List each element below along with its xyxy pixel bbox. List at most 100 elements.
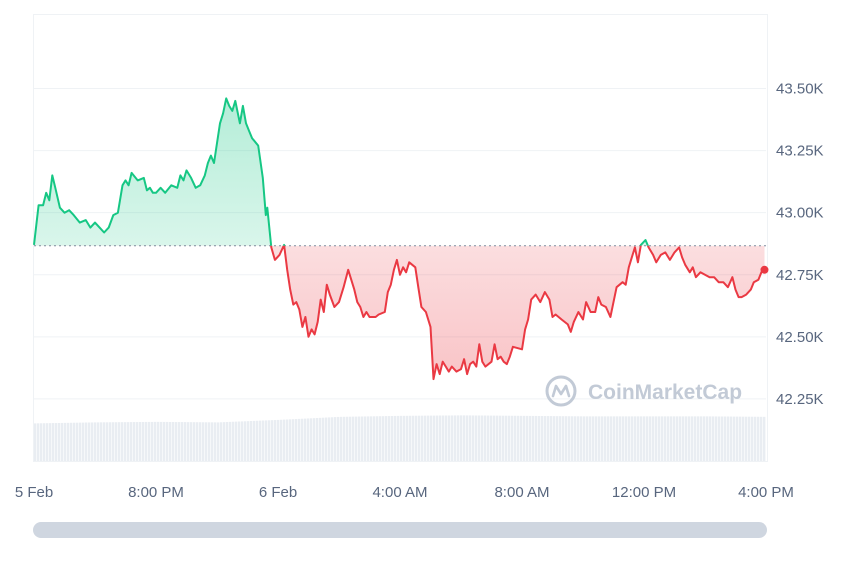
volume-bar [685, 416, 688, 461]
volume-bar [142, 421, 145, 461]
volume-bar [733, 416, 736, 461]
y-axis: 43.50K 43.25K 43.00K 42.75K 42.50K 42.25K [776, 81, 824, 408]
volume-bar [541, 416, 544, 461]
volume-bar [517, 415, 520, 461]
volume-bar [409, 415, 412, 461]
volume-bar [487, 415, 490, 461]
volume-bar [226, 422, 229, 461]
volume-bar [760, 416, 763, 461]
volume-bar [634, 416, 637, 461]
volume-bar [271, 420, 274, 461]
volume-bar [49, 423, 52, 461]
volume-bar [67, 422, 70, 461]
volume-bar [43, 423, 46, 461]
volume-bar [85, 422, 88, 461]
volume-bar [466, 415, 469, 461]
last-price-point[interactable] [760, 265, 769, 274]
volume-bar [370, 416, 373, 461]
volume-bar [463, 415, 466, 461]
volume-bar [391, 416, 394, 461]
volume-bar [64, 422, 67, 461]
volume-bar [304, 418, 307, 461]
volume-bar [262, 420, 265, 461]
volume-bar [730, 416, 733, 461]
volume-bar [520, 415, 523, 461]
volume-bar [337, 416, 340, 461]
volume-bar [316, 417, 319, 461]
volume-bar [511, 415, 514, 461]
x-tick-label: 12:00 PM [612, 484, 676, 501]
volume-bar [736, 416, 739, 461]
volume-bar [502, 415, 505, 461]
volume-bar [313, 418, 316, 461]
volume-bar [757, 416, 760, 461]
volume-bar [478, 415, 481, 461]
volume-bar [172, 422, 175, 461]
volume-bar [250, 421, 253, 461]
volume-bar [649, 416, 652, 461]
volume-bar [550, 416, 553, 461]
volume-bar [622, 416, 625, 461]
volume-bar [343, 416, 346, 461]
volume-bar [118, 422, 121, 461]
volume-bar [553, 416, 556, 461]
watermark-text: CoinMarketCap [588, 381, 742, 404]
area-fill-below-baseline [34, 245, 765, 380]
volume-bar [55, 423, 58, 461]
volume-bar [514, 415, 517, 461]
volume-bar [151, 421, 154, 461]
volume-bars [34, 415, 766, 461]
volume-bar [289, 419, 292, 461]
volume-bar [286, 419, 289, 461]
volume-bar [190, 422, 193, 461]
volume-bar [715, 416, 718, 461]
volume-bar [76, 422, 79, 461]
volume-bar [247, 421, 250, 461]
volume-bar [34, 423, 37, 461]
x-tick-label: 8:00 PM [128, 484, 184, 501]
volume-bar [661, 416, 664, 461]
volume-bar [259, 420, 262, 461]
volume-bar [349, 416, 352, 461]
volume-bar [565, 416, 568, 461]
volume-bar [583, 416, 586, 461]
volume-bar [598, 416, 601, 461]
volume-bar [499, 415, 502, 461]
volume-bar [721, 416, 724, 461]
volume-bar [745, 416, 748, 461]
volume-bar [568, 416, 571, 461]
horizontal-scrollbar[interactable] [33, 522, 767, 538]
area-fill-above-baseline [34, 98, 648, 246]
volume-bar [625, 416, 628, 461]
x-tick-label: 8:00 AM [494, 484, 549, 501]
volume-bar [703, 416, 706, 461]
volume-bar [277, 419, 280, 461]
volume-bar [136, 422, 139, 461]
y-tick-label: 43.00K [776, 205, 824, 222]
volume-bar [223, 422, 226, 461]
volume-bar [307, 418, 310, 461]
volume-bar [586, 416, 589, 461]
volume-bar [310, 418, 313, 461]
volume-bar [70, 422, 73, 461]
volume-bar [229, 421, 232, 461]
volume-bar [631, 416, 634, 461]
volume-bar [181, 422, 184, 461]
volume-bar [373, 416, 376, 461]
volume-bar [358, 416, 361, 461]
volume-bar [451, 415, 454, 461]
volume-bar [601, 416, 604, 461]
y-tick-label: 43.50K [776, 81, 824, 98]
volume-bar [214, 422, 217, 461]
volume-bar [361, 416, 364, 461]
volume-bar [523, 415, 526, 461]
volume-bar [406, 415, 409, 461]
volume-bar [331, 417, 334, 461]
x-tick-label: 6 Feb [259, 484, 297, 501]
volume-bar [340, 416, 343, 461]
volume-bar [379, 416, 382, 461]
volume-bar [460, 415, 463, 461]
volume-bar [280, 419, 283, 461]
volume-bar [157, 421, 160, 461]
